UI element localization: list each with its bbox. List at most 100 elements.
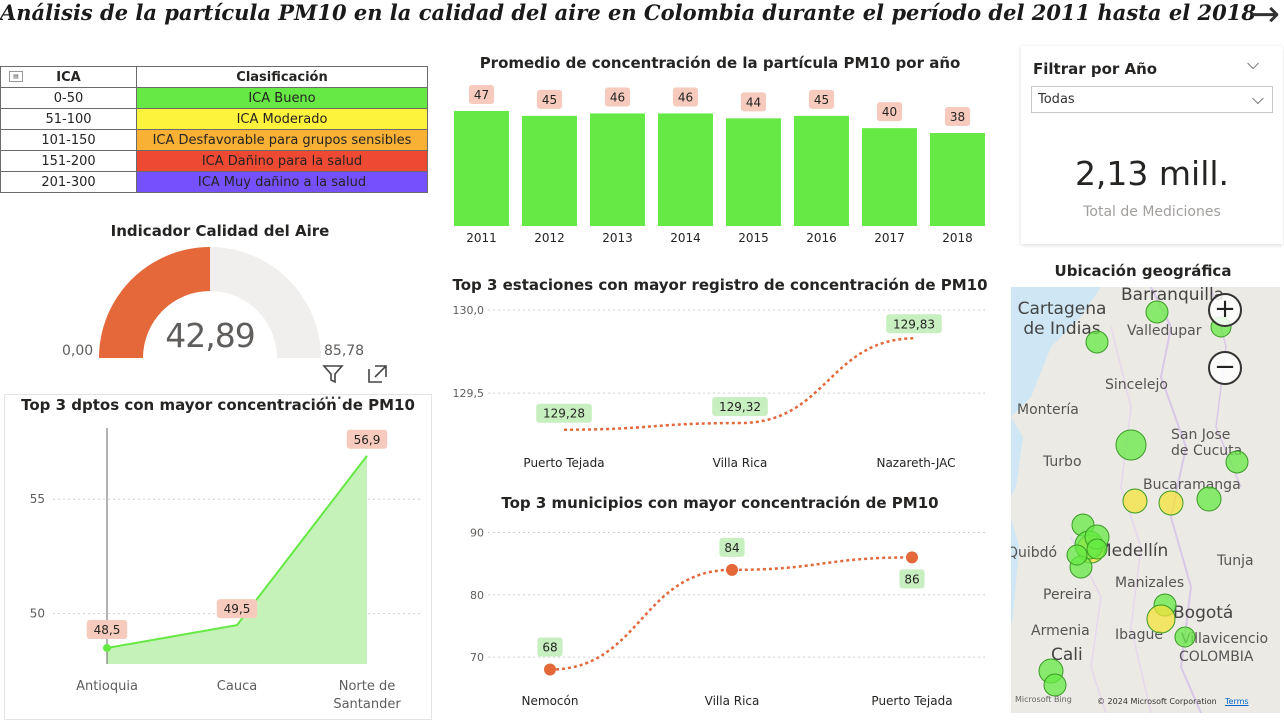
- chevron-down-icon[interactable]: ⌵: [1247, 54, 1260, 73]
- x-tick-label: Cauca: [217, 679, 257, 694]
- bar-data-label: 40: [882, 105, 897, 119]
- bar-data-label: 38: [950, 110, 965, 124]
- bar[interactable]: [930, 133, 985, 226]
- gauge-title: Indicador Calidad del Aire: [110, 222, 330, 240]
- bar[interactable]: [590, 113, 645, 226]
- table-icon: ▤: [9, 71, 23, 82]
- bing-logo: Microsoft Bing: [1015, 695, 1072, 704]
- zoom-in-icon[interactable]: +: [1208, 293, 1242, 327]
- bar-data-label: 45: [814, 93, 829, 107]
- x-tick-label: 2011: [466, 231, 497, 245]
- table-header-clasificacion: Clasificación: [136, 66, 428, 88]
- x-tick-label: 2017: [874, 231, 905, 245]
- bar-data-label: 46: [610, 90, 625, 104]
- bar[interactable]: [726, 118, 781, 226]
- map-point[interactable]: [1158, 490, 1184, 516]
- page-title: Análisis de la partícula PM10 en la cali…: [0, 0, 1256, 25]
- ica-label-cell: ICA Bueno: [136, 87, 428, 109]
- gauge-value: 42,89: [165, 316, 255, 355]
- map-city-label: San Jose de Cucuta: [1171, 427, 1243, 459]
- line-data-label-bg: [719, 537, 745, 557]
- map-city-label: Manizales: [1115, 575, 1185, 591]
- line-data-label: 84: [724, 541, 739, 555]
- y-tick-label: 90: [470, 526, 484, 539]
- data-point[interactable]: [103, 643, 111, 652]
- data-point[interactable]: [544, 663, 556, 676]
- x-tick-label: Nazareth-JAC: [876, 456, 955, 470]
- map-city-label: Quibdó: [1011, 545, 1058, 561]
- map-point[interactable]: [1085, 330, 1109, 354]
- map-city-label: Turbo: [1043, 454, 1082, 470]
- x-tick-label: 2015: [738, 231, 769, 245]
- bar-data-label-bg: [876, 102, 903, 122]
- y-tick-label: 80: [470, 589, 484, 602]
- bar-data-label: 45: [542, 93, 557, 107]
- zoom-out-icon[interactable]: −: [1208, 351, 1242, 385]
- map-city-label: Pereira: [1043, 587, 1092, 603]
- more-options-icon[interactable]: ···: [323, 386, 343, 410]
- x-tick-label: 2013: [602, 231, 633, 245]
- data-point[interactable]: [906, 551, 918, 564]
- x-tick-label: Puerto Tejada: [523, 456, 604, 470]
- geo-map[interactable]: Cartagena de Indias Barranquilla Valledupa…: [1011, 287, 1280, 713]
- gauge-chart: [99, 247, 321, 358]
- area-data-label-bg: [86, 619, 128, 639]
- bar-data-label-bg: [944, 107, 971, 127]
- map-point[interactable]: [1196, 486, 1222, 512]
- map-city-label: Sincelejo: [1105, 377, 1168, 393]
- ica-label-cell: ICA Desfavorable para grupos sensibles: [136, 129, 428, 151]
- bar-data-label-bg: [740, 92, 767, 112]
- municipios-chart-title: Top 3 municipios con mayor concentración…: [501, 494, 939, 512]
- year-filter-dropdown[interactable]: Todas ⌵: [1031, 86, 1273, 113]
- x-tick-label: Antioquia: [76, 679, 138, 694]
- dept-area-chart: 55 50 48,5 49,5 56,9 Antioquia Cauca Norte de Sa…: [30, 428, 420, 712]
- gauge-max-label: 85,78: [324, 343, 365, 359]
- line-data-label-bg: [537, 637, 563, 657]
- line-data-label-bg: [712, 397, 768, 417]
- gauge-min-label: 0,00: [62, 343, 94, 359]
- ica-range-cell: 51-100: [0, 108, 137, 130]
- map-title: Ubicación geográfica: [1054, 262, 1232, 280]
- ica-range-cell: 101-150: [0, 129, 137, 151]
- gauge-fill: [99, 247, 210, 358]
- map-terms-link[interactable]: Terms: [1225, 697, 1249, 706]
- arrow-right-icon[interactable]: →: [1249, 0, 1281, 35]
- map-point[interactable]: [1122, 488, 1148, 514]
- map-point[interactable]: [1146, 604, 1176, 634]
- map-point[interactable]: [1115, 429, 1147, 461]
- year-filter-selected: Todas: [1038, 92, 1075, 107]
- bar[interactable]: [794, 115, 849, 226]
- focus-mode-icon[interactable]: [358, 364, 396, 389]
- ica-range-cell: 0-50: [0, 87, 137, 109]
- bar[interactable]: [658, 113, 713, 226]
- map-city-label: Armenia: [1031, 623, 1090, 639]
- table-header-row: ▤ ICA Clasificación: [0, 66, 428, 88]
- line-data-label: 86: [904, 572, 919, 586]
- dept-chart-frame: [4, 394, 432, 720]
- x-tick-label: 2016: [806, 231, 837, 245]
- bar[interactable]: [522, 115, 577, 226]
- map-point[interactable]: [1225, 450, 1249, 474]
- map-city-label: Barranquilla: [1121, 287, 1225, 305]
- map-point[interactable]: [1043, 673, 1067, 697]
- bar-data-label-bg: [536, 89, 563, 109]
- data-point[interactable]: [726, 563, 738, 576]
- map-point[interactable]: [1174, 626, 1196, 648]
- area-data-label: 48,5: [94, 623, 121, 637]
- map-point[interactable]: [1086, 538, 1108, 560]
- year-bar-chart: 47 2011 45 2012 46 2013 46 2014 44 2015 45 2016 40 20…: [454, 85, 985, 245]
- filter-icon[interactable]: [314, 364, 352, 389]
- map-city-label: Montería: [1017, 402, 1079, 418]
- x-tick-label: 2018: [942, 231, 973, 245]
- chevron-down-icon: ⌵: [1251, 89, 1264, 108]
- x-tick-label: Nemocón: [522, 694, 579, 708]
- map-points: [1038, 300, 1249, 697]
- map-point[interactable]: [1145, 300, 1169, 324]
- map-point[interactable]: [1066, 544, 1088, 566]
- table-header-ica: ▤ ICA: [0, 66, 137, 88]
- ica-label-cell: ICA Muy dañino a la salud: [136, 171, 428, 193]
- bar[interactable]: [862, 128, 917, 226]
- bar[interactable]: [454, 111, 509, 226]
- line-data-label: 129,32: [719, 400, 761, 414]
- map-city-label: Ibague: [1115, 627, 1163, 643]
